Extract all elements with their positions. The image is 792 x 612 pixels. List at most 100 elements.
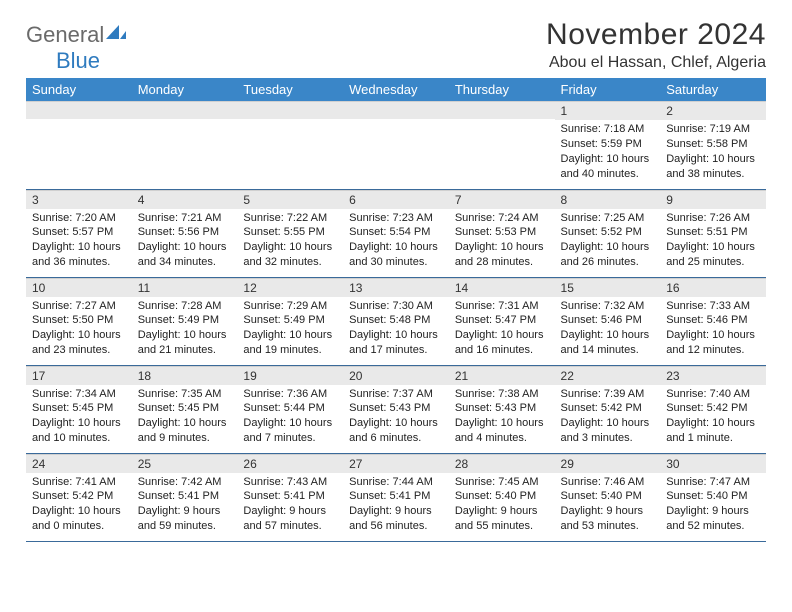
day-number: 8 bbox=[555, 190, 661, 209]
title-block: November 2024 Abou el Hassan, Chlef, Alg… bbox=[546, 18, 766, 72]
calendar-week-row: 17Sunrise: 7:34 AMSunset: 5:45 PMDayligh… bbox=[26, 365, 766, 453]
day-details: Sunrise: 7:34 AMSunset: 5:45 PMDaylight:… bbox=[26, 385, 132, 450]
sunset-text: Sunset: 5:41 PM bbox=[138, 489, 232, 504]
daylight-text: Daylight: 10 hours and 7 minutes. bbox=[243, 416, 337, 446]
day-details: Sunrise: 7:40 AMSunset: 5:42 PMDaylight:… bbox=[660, 385, 766, 450]
day-cell: 10Sunrise: 7:27 AMSunset: 5:50 PMDayligh… bbox=[26, 277, 132, 365]
sunrise-text: Sunrise: 7:37 AM bbox=[349, 387, 443, 402]
sunrise-text: Sunrise: 7:28 AM bbox=[138, 299, 232, 314]
day-number: 7 bbox=[449, 190, 555, 209]
daylight-text: Daylight: 10 hours and 0 minutes. bbox=[32, 504, 126, 534]
sunrise-text: Sunrise: 7:18 AM bbox=[561, 122, 655, 137]
sunrise-text: Sunrise: 7:22 AM bbox=[243, 211, 337, 226]
day-number: 3 bbox=[26, 190, 132, 209]
logo-text-general: General bbox=[26, 22, 104, 48]
day-cell bbox=[343, 101, 449, 189]
daylight-text: Daylight: 10 hours and 21 minutes. bbox=[138, 328, 232, 358]
sunset-text: Sunset: 5:44 PM bbox=[243, 401, 337, 416]
day-details: Sunrise: 7:37 AMSunset: 5:43 PMDaylight:… bbox=[343, 385, 449, 450]
day-cell: 19Sunrise: 7:36 AMSunset: 5:44 PMDayligh… bbox=[237, 365, 343, 453]
day-details: Sunrise: 7:24 AMSunset: 5:53 PMDaylight:… bbox=[449, 209, 555, 274]
daylight-text: Daylight: 9 hours and 52 minutes. bbox=[666, 504, 760, 534]
day-number: 30 bbox=[660, 454, 766, 473]
empty-day-bar bbox=[237, 101, 343, 119]
logo-text-blue: Blue bbox=[56, 48, 100, 73]
day-number: 5 bbox=[237, 190, 343, 209]
day-number: 4 bbox=[132, 190, 238, 209]
day-number: 13 bbox=[343, 278, 449, 297]
day-cell: 3Sunrise: 7:20 AMSunset: 5:57 PMDaylight… bbox=[26, 189, 132, 277]
daylight-text: Daylight: 10 hours and 16 minutes. bbox=[455, 328, 549, 358]
sunrise-text: Sunrise: 7:26 AM bbox=[666, 211, 760, 226]
sunset-text: Sunset: 5:40 PM bbox=[455, 489, 549, 504]
sunrise-text: Sunrise: 7:33 AM bbox=[666, 299, 760, 314]
sunset-text: Sunset: 5:47 PM bbox=[455, 313, 549, 328]
sunset-text: Sunset: 5:41 PM bbox=[349, 489, 443, 504]
day-cell: 29Sunrise: 7:46 AMSunset: 5:40 PMDayligh… bbox=[555, 453, 661, 541]
sunrise-text: Sunrise: 7:40 AM bbox=[666, 387, 760, 402]
day-cell: 5Sunrise: 7:22 AMSunset: 5:55 PMDaylight… bbox=[237, 189, 343, 277]
sunset-text: Sunset: 5:46 PM bbox=[666, 313, 760, 328]
sunset-text: Sunset: 5:40 PM bbox=[666, 489, 760, 504]
day-number: 2 bbox=[660, 101, 766, 120]
empty-day-bar bbox=[343, 101, 449, 119]
logo: General bbox=[26, 22, 126, 48]
sunset-text: Sunset: 5:43 PM bbox=[455, 401, 549, 416]
day-details: Sunrise: 7:23 AMSunset: 5:54 PMDaylight:… bbox=[343, 209, 449, 274]
day-number: 20 bbox=[343, 366, 449, 385]
month-title: November 2024 bbox=[546, 18, 766, 52]
day-details: Sunrise: 7:46 AMSunset: 5:40 PMDaylight:… bbox=[555, 473, 661, 538]
daylight-text: Daylight: 10 hours and 17 minutes. bbox=[349, 328, 443, 358]
sunset-text: Sunset: 5:42 PM bbox=[561, 401, 655, 416]
day-header-fri: Friday bbox=[555, 78, 661, 101]
day-cell: 23Sunrise: 7:40 AMSunset: 5:42 PMDayligh… bbox=[660, 365, 766, 453]
sunrise-text: Sunrise: 7:31 AM bbox=[455, 299, 549, 314]
sunset-text: Sunset: 5:51 PM bbox=[666, 225, 760, 240]
day-details: Sunrise: 7:32 AMSunset: 5:46 PMDaylight:… bbox=[555, 297, 661, 362]
sunrise-text: Sunrise: 7:27 AM bbox=[32, 299, 126, 314]
day-header-mon: Monday bbox=[132, 78, 238, 101]
sunrise-text: Sunrise: 7:23 AM bbox=[349, 211, 443, 226]
sunset-text: Sunset: 5:46 PM bbox=[561, 313, 655, 328]
sunset-text: Sunset: 5:56 PM bbox=[138, 225, 232, 240]
day-details: Sunrise: 7:20 AMSunset: 5:57 PMDaylight:… bbox=[26, 209, 132, 274]
day-details: Sunrise: 7:18 AMSunset: 5:59 PMDaylight:… bbox=[555, 120, 661, 185]
sunset-text: Sunset: 5:49 PM bbox=[243, 313, 337, 328]
daylight-text: Daylight: 9 hours and 57 minutes. bbox=[243, 504, 337, 534]
day-details: Sunrise: 7:38 AMSunset: 5:43 PMDaylight:… bbox=[449, 385, 555, 450]
daylight-text: Daylight: 9 hours and 56 minutes. bbox=[349, 504, 443, 534]
sunrise-text: Sunrise: 7:20 AM bbox=[32, 211, 126, 226]
day-number: 9 bbox=[660, 190, 766, 209]
daylight-text: Daylight: 9 hours and 59 minutes. bbox=[138, 504, 232, 534]
sunrise-text: Sunrise: 7:35 AM bbox=[138, 387, 232, 402]
sunrise-text: Sunrise: 7:43 AM bbox=[243, 475, 337, 490]
sunrise-text: Sunrise: 7:25 AM bbox=[561, 211, 655, 226]
day-number: 27 bbox=[343, 454, 449, 473]
day-cell: 7Sunrise: 7:24 AMSunset: 5:53 PMDaylight… bbox=[449, 189, 555, 277]
sunrise-text: Sunrise: 7:46 AM bbox=[561, 475, 655, 490]
daylight-text: Daylight: 10 hours and 6 minutes. bbox=[349, 416, 443, 446]
sunset-text: Sunset: 5:49 PM bbox=[138, 313, 232, 328]
sunset-text: Sunset: 5:59 PM bbox=[561, 137, 655, 152]
day-cell: 12Sunrise: 7:29 AMSunset: 5:49 PMDayligh… bbox=[237, 277, 343, 365]
day-details: Sunrise: 7:26 AMSunset: 5:51 PMDaylight:… bbox=[660, 209, 766, 274]
day-number: 10 bbox=[26, 278, 132, 297]
daylight-text: Daylight: 10 hours and 32 minutes. bbox=[243, 240, 337, 270]
daylight-text: Daylight: 10 hours and 28 minutes. bbox=[455, 240, 549, 270]
sunset-text: Sunset: 5:50 PM bbox=[32, 313, 126, 328]
day-cell: 14Sunrise: 7:31 AMSunset: 5:47 PMDayligh… bbox=[449, 277, 555, 365]
sunrise-text: Sunrise: 7:44 AM bbox=[349, 475, 443, 490]
daylight-text: Daylight: 10 hours and 12 minutes. bbox=[666, 328, 760, 358]
day-cell: 11Sunrise: 7:28 AMSunset: 5:49 PMDayligh… bbox=[132, 277, 238, 365]
day-number: 29 bbox=[555, 454, 661, 473]
day-cell: 8Sunrise: 7:25 AMSunset: 5:52 PMDaylight… bbox=[555, 189, 661, 277]
day-cell: 1Sunrise: 7:18 AMSunset: 5:59 PMDaylight… bbox=[555, 101, 661, 189]
day-number: 15 bbox=[555, 278, 661, 297]
day-details: Sunrise: 7:30 AMSunset: 5:48 PMDaylight:… bbox=[343, 297, 449, 362]
sunrise-text: Sunrise: 7:45 AM bbox=[455, 475, 549, 490]
day-details: Sunrise: 7:43 AMSunset: 5:41 PMDaylight:… bbox=[237, 473, 343, 538]
daylight-text: Daylight: 10 hours and 4 minutes. bbox=[455, 416, 549, 446]
sunset-text: Sunset: 5:41 PM bbox=[243, 489, 337, 504]
sunrise-text: Sunrise: 7:34 AM bbox=[32, 387, 126, 402]
day-header-thu: Thursday bbox=[449, 78, 555, 101]
